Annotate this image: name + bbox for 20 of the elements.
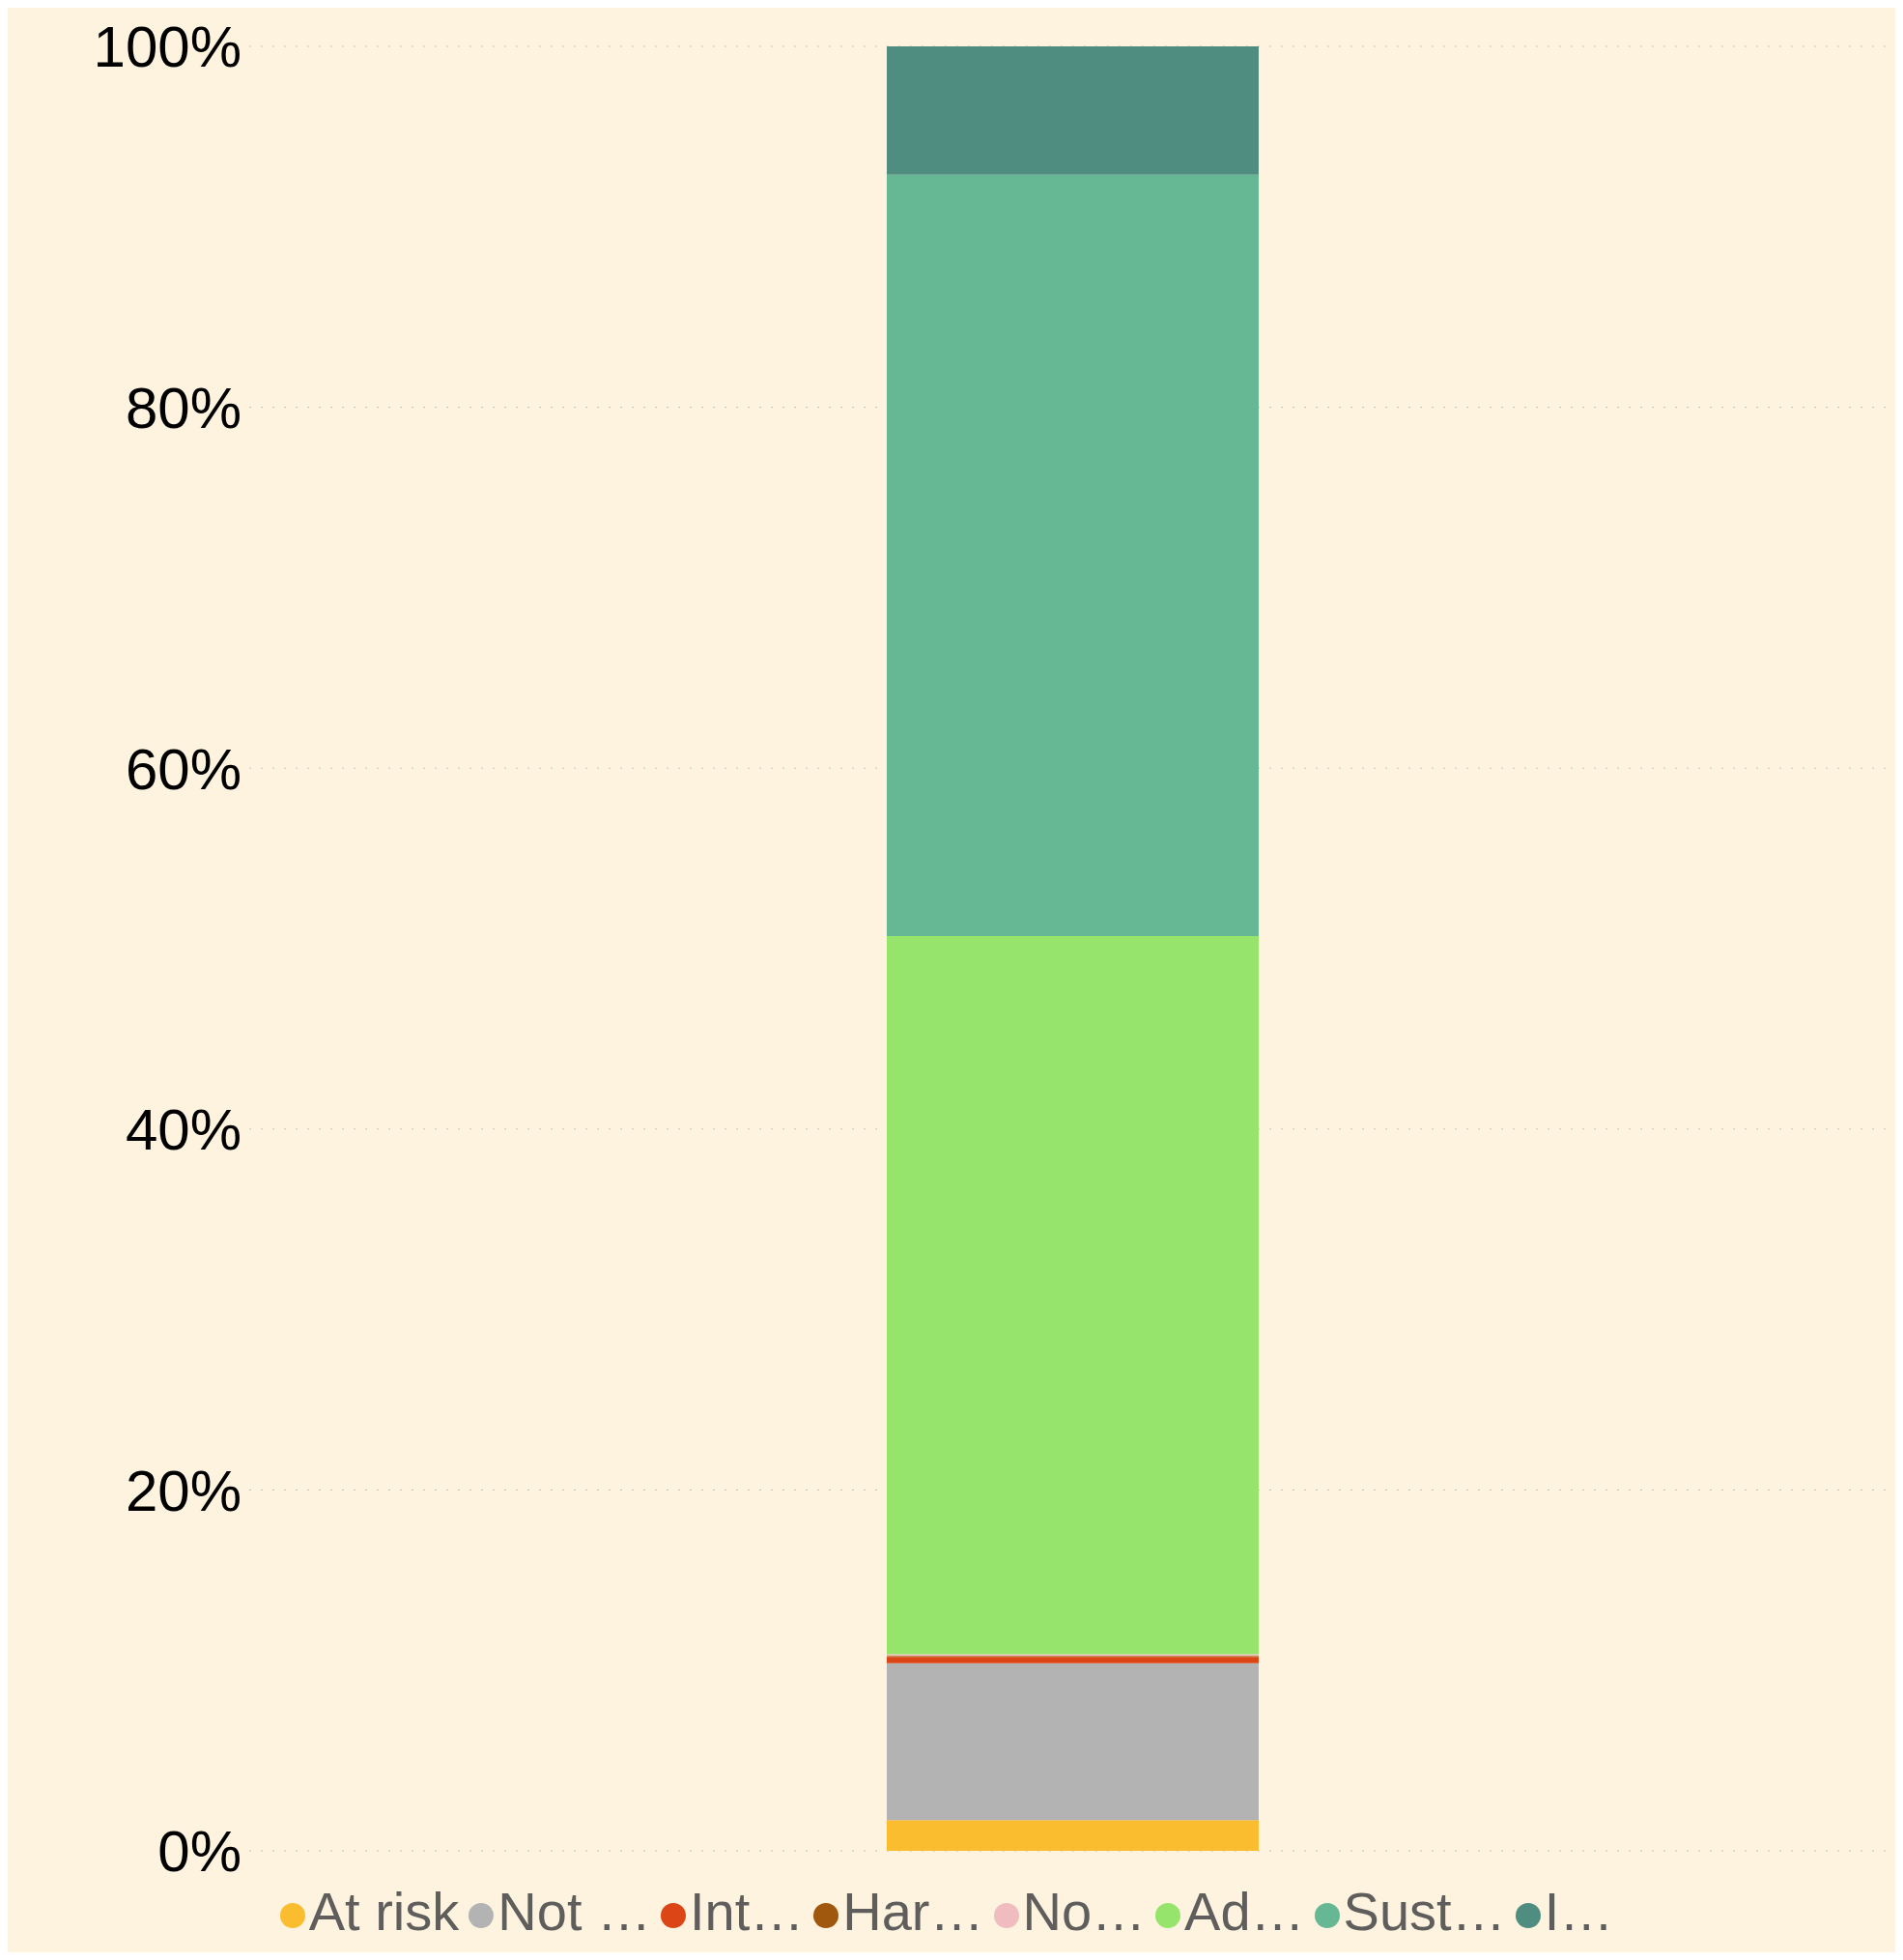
y-tick-label: 20%	[125, 1458, 241, 1523]
legend-label: Har…	[842, 1881, 984, 1942]
legend-label: I…	[1544, 1881, 1614, 1942]
bar	[887, 46, 1259, 175]
bar	[887, 1657, 1259, 1663]
legend-label: Sust…	[1343, 1881, 1506, 1942]
bar	[887, 1820, 1259, 1851]
y-tick-label: 40%	[125, 1097, 241, 1163]
legend-label: At risk	[308, 1881, 460, 1942]
bar	[887, 1662, 1259, 1821]
bar	[887, 935, 1259, 1655]
y-tick-label: 60%	[125, 736, 241, 802]
y-tick-label: 100%	[93, 14, 241, 80]
legend-label: No…	[1022, 1881, 1147, 1942]
legend-label: Not …	[497, 1881, 652, 1942]
legend-label: Int…	[690, 1881, 805, 1942]
y-tick-label: 80%	[125, 375, 241, 440]
y-tick-label: 0%	[157, 1819, 241, 1885]
legend-label: Ad…	[1184, 1881, 1305, 1942]
bar	[887, 174, 1259, 936]
